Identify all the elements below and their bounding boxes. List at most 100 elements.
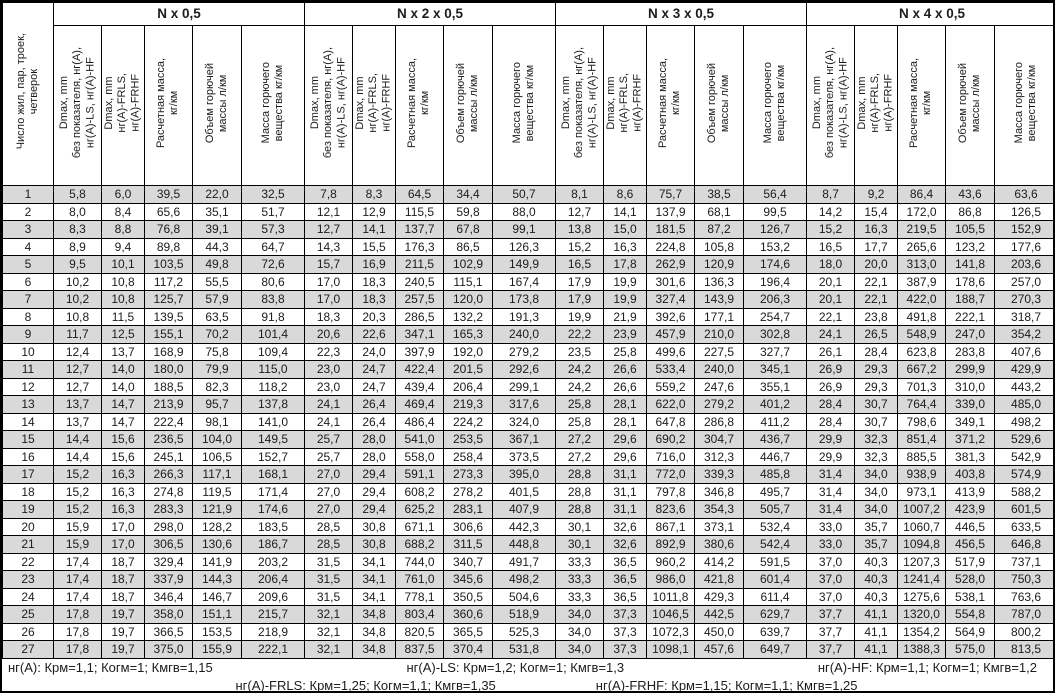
value-cell: 89,8	[144, 237, 193, 256]
value-cell: 8,4	[101, 202, 145, 221]
value-cell: 690,2	[646, 430, 696, 449]
value-cell: 8,3	[352, 185, 396, 204]
col-header-dmax-fr: Dmax, mm нг(А)-FRLS, нг(А)-FRHF	[603, 25, 648, 186]
value-cell: 17,0	[101, 517, 145, 536]
value-cell: 219,3	[443, 395, 493, 414]
value-cell: 176,3	[395, 237, 444, 256]
row-number-cell: 11	[2, 360, 54, 379]
col-header-label: Масса горючего вещества кг/км	[259, 62, 285, 144]
value-cell: 29,9	[806, 430, 856, 449]
value-cell: 95,7	[192, 395, 242, 414]
table-row: 23 17,4 18,7 337,9 144,3 206,4 31,5 34,1 761,0 34…	[2, 570, 1053, 589]
col-header-label: Объем горючей массы л/км	[956, 62, 983, 144]
value-cell: 55,5	[192, 272, 242, 291]
value-cell: 625,2	[395, 500, 444, 519]
row-number-cell: 24	[2, 587, 54, 606]
col-header-label: Расчетная масса, кг/км	[155, 57, 181, 149]
value-cell: 24,7	[352, 377, 396, 396]
value-cell: 28,4	[806, 412, 856, 431]
value-cell: 240,5	[395, 272, 444, 291]
value-cell: 457,9	[646, 325, 696, 344]
value-cell: 28,4	[854, 342, 899, 361]
col-header-label: Dmax, mm без показателя, нг(А), нг(А)-LS…	[810, 47, 850, 159]
table-row: 22 17,4 18,7 329,4 141,9 203,2 31,5 34,1 744,0 34…	[2, 552, 1053, 571]
value-cell: 23,0	[304, 377, 353, 396]
table-row: 16 14,4 15,6 245,1 106,5 152,7 25,7 28,0 558,0 25…	[2, 447, 1053, 466]
value-cell: 541,0	[395, 430, 444, 449]
col-header-dmax-fr: Dmax, mm нг(А)-FRLS, нг(А)-FRHF	[352, 25, 396, 186]
value-cell: 8,3	[53, 220, 102, 239]
value-cell: 29,9	[806, 447, 856, 466]
value-cell: 588,2	[994, 482, 1053, 501]
value-cell: 83,8	[241, 290, 305, 309]
value-cell: 498,2	[994, 412, 1053, 431]
value-cell: 16,3	[101, 482, 145, 501]
value-cell: 28,0	[352, 430, 396, 449]
value-cell: 30,1	[555, 517, 605, 536]
value-cell: 532,4	[743, 517, 808, 536]
value-cell: 67,8	[443, 220, 493, 239]
row-number-cell: 3	[2, 220, 54, 239]
value-cell: 123,2	[945, 237, 996, 256]
value-cell: 14,7	[101, 395, 145, 414]
value-cell: 153,2	[743, 237, 808, 256]
value-cell: 558,0	[395, 447, 444, 466]
value-cell: 39,5	[144, 185, 193, 204]
value-cell: 14,1	[352, 220, 396, 239]
value-cell: 29,4	[352, 465, 396, 484]
value-cell: 34,0	[555, 622, 605, 641]
value-cell: 210,0	[694, 325, 745, 344]
table-row: 21 15,9 17,0 306,5 130,6 186,7 28,5 30,8 688,2 31…	[2, 535, 1053, 554]
value-cell: 25,7	[304, 447, 353, 466]
value-cell: 26,4	[352, 412, 396, 431]
value-cell: 30,7	[854, 395, 899, 414]
row-count-header-label: Число жил, пар, троек, четверок	[14, 33, 40, 150]
value-cell: 1241,4	[897, 570, 947, 589]
col-header-comb-volume: Объем горючей массы л/км	[443, 25, 493, 186]
value-cell: 1275,6	[897, 587, 947, 606]
value-cell: 283,3	[144, 500, 193, 519]
value-cell: 442,3	[491, 517, 557, 536]
row-number-cell: 5	[2, 255, 54, 274]
value-cell: 772,0	[646, 465, 696, 484]
value-cell: 17,0	[304, 290, 353, 309]
value-cell: 744,0	[395, 552, 444, 571]
table-row: 3 8,3 8,8 76,8 39,1 57,3 12,7 14,1 137,7 67,8 99,1…	[2, 220, 1053, 239]
value-cell: 311,5	[443, 535, 493, 554]
value-cell: 24,1	[304, 412, 353, 431]
value-cell: 365,5	[443, 622, 493, 641]
value-cell: 34,0	[854, 482, 899, 501]
value-cell: 601,4	[743, 570, 808, 589]
value-cell: 639,7	[743, 622, 808, 641]
value-cell: 283,8	[945, 342, 996, 361]
value-cell: 491,8	[897, 307, 947, 326]
row-number-cell: 17	[2, 465, 54, 484]
col-header-calc-mass: Расчетная масса, кг/км	[395, 25, 444, 186]
value-cell: 247,6	[694, 377, 745, 396]
value-cell: 5,8	[53, 185, 102, 204]
value-cell: 98,1	[192, 412, 242, 431]
col-header-label: Dmax, mm нг(А)-FRLS, нг(А)-FRHF	[354, 73, 393, 133]
value-cell: 64,5	[395, 185, 444, 204]
value-cell: 28,1	[603, 395, 648, 414]
value-cell: 32,1	[304, 640, 353, 659]
value-cell: 91,8	[241, 307, 305, 326]
value-cell: 498,2	[491, 570, 557, 589]
col-header-label: Объем горючей массы л/км	[705, 62, 732, 144]
col-header-label: Dmax, mm нг(А)-FRLS, нг(А)-FRHF	[103, 73, 142, 133]
table-row: 27 17,8 19,7 375,0 155,9 222,1 32,1 34,8 837,5 37…	[2, 640, 1053, 659]
table-row: 17 15,2 16,3 266,3 117,1 168,1 27,0 29,4 591,1 27…	[2, 465, 1053, 484]
value-cell: 820,5	[395, 622, 444, 641]
value-cell: 15,2	[53, 482, 102, 501]
value-cell: 63,6	[994, 185, 1053, 204]
value-cell: 345,1	[743, 360, 808, 379]
row-number-cell: 20	[2, 517, 54, 536]
value-cell: 171,4	[241, 482, 305, 501]
value-cell: 173,8	[491, 290, 557, 309]
value-cell: 16,3	[603, 237, 648, 256]
value-cell: 180,0	[144, 360, 193, 379]
value-cell: 34,0	[854, 500, 899, 519]
value-cell: 973,1	[897, 482, 947, 501]
value-cell: 12,5	[101, 325, 145, 344]
value-cell: 337,9	[144, 570, 193, 589]
